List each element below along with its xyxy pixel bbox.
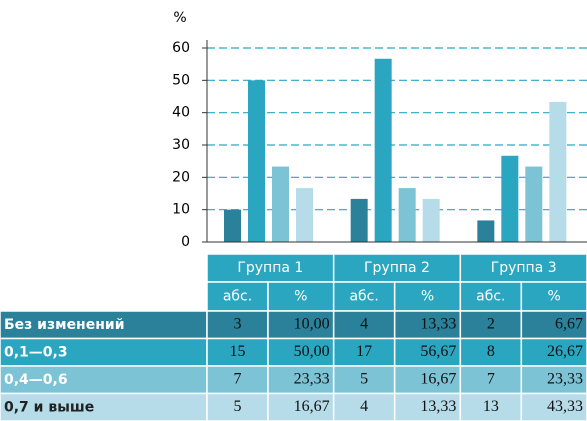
percent-cell: 16,67 (420, 370, 456, 387)
cell (332, 310, 396, 340)
count-cell: 5 (234, 398, 242, 415)
count-cell: 13 (483, 398, 499, 415)
bar (248, 80, 265, 242)
legend-label: 0,1—0,3 (4, 344, 68, 360)
column-label: абс. (476, 289, 505, 305)
percent-cell: 16,67 (294, 398, 330, 415)
count-cell: 7 (487, 370, 495, 387)
y-tick-label: 0 (181, 234, 190, 250)
cell (393, 310, 462, 340)
percent-cell: 13,33 (420, 398, 456, 415)
column-label: абс. (223, 289, 252, 305)
bar (525, 166, 543, 242)
cell (520, 392, 587, 421)
y-tick-label: 40 (172, 105, 190, 121)
count-cell: 7 (234, 370, 242, 387)
bar (422, 198, 440, 242)
count-cell: 4 (360, 315, 368, 332)
percent-cell: 50,00 (294, 343, 330, 360)
column-label: % (548, 289, 561, 305)
bar (374, 58, 392, 242)
y-tick-label: 10 (172, 202, 190, 218)
count-cell: 8 (487, 343, 495, 360)
row-header (0, 365, 208, 395)
bar (272, 166, 289, 242)
count-cell: 5 (360, 370, 368, 387)
column-header (520, 281, 587, 312)
bar (501, 155, 519, 242)
group-label: Группа 2 (364, 260, 430, 276)
percent-cell: 43,33 (547, 398, 583, 415)
percent-cell: 23,33 (547, 370, 583, 387)
count-cell: 4 (360, 398, 368, 415)
column-label: абс. (349, 289, 378, 305)
column-label: % (421, 289, 434, 305)
y-tick-label: 60 (172, 40, 190, 56)
group-label: Группа 3 (491, 260, 557, 276)
legend-label: Без изменений (4, 317, 125, 333)
y-tick-label: 30 (172, 137, 190, 153)
bar (296, 188, 313, 242)
cell (393, 365, 462, 395)
percent-cell: 10,00 (294, 315, 330, 332)
legend-label: 0,7 и выше (4, 399, 94, 415)
y-tick-label: 50 (172, 72, 190, 88)
column-label: % (294, 289, 307, 305)
bar (549, 101, 567, 243)
column-header (332, 281, 396, 312)
percent-cell: 13,33 (420, 315, 456, 332)
percent-cell: 6,67 (555, 315, 583, 332)
count-cell: 15 (230, 343, 246, 360)
bar (350, 198, 368, 242)
bar (224, 209, 241, 242)
percent-cell: 23,33 (294, 370, 330, 387)
y-tick-label: 20 (172, 169, 190, 185)
cell (332, 392, 396, 421)
cell (332, 337, 396, 367)
row-header (0, 337, 208, 367)
legend-label: 0,4—0,6 (4, 372, 68, 388)
percent-cell: 26,67 (547, 343, 583, 360)
bar (398, 188, 416, 242)
percent-cell: 56,67 (420, 343, 456, 360)
y-axis-label: % (173, 10, 186, 26)
group-header (459, 253, 587, 283)
bar (477, 220, 495, 242)
column-header (459, 281, 523, 312)
group-label: Группа 1 (237, 260, 303, 276)
column-header (267, 281, 335, 312)
row-header (0, 392, 208, 421)
count-cell: 3 (234, 315, 242, 332)
cell (459, 392, 523, 421)
count-cell: 2 (487, 315, 495, 332)
cell (267, 392, 335, 421)
count-cell: 17 (356, 343, 372, 360)
cell (520, 310, 587, 340)
